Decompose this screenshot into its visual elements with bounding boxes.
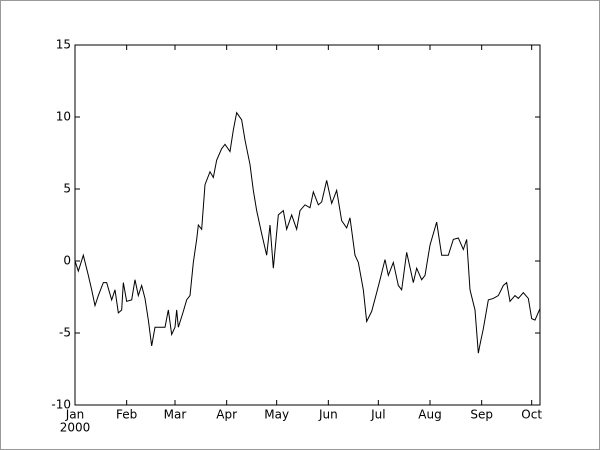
x-tick-label: Jun (318, 408, 338, 422)
x-tick-label: Jul (370, 408, 385, 422)
x-tick-label: Jan (65, 408, 85, 422)
x-tick-label: Feb (116, 408, 137, 422)
y-tick-label: -10 (51, 398, 71, 412)
y-tick-label: -5 (59, 326, 71, 340)
data-line (74, 111, 541, 354)
y-tick-label: 10 (56, 110, 71, 124)
x-year-label: 2000 (60, 421, 91, 435)
y-tick-label: 5 (63, 182, 71, 196)
x-tick-label: Sep (470, 408, 493, 422)
axes-frame (74, 44, 541, 406)
y-tick-label: 0 (63, 254, 71, 268)
x-tick-label: May (264, 408, 289, 422)
x-tick-label: Oct (521, 408, 542, 422)
x-tick-label: Mar (164, 408, 187, 422)
x-tick-label: Apr (216, 408, 237, 422)
x-tick-label: Aug (418, 408, 441, 422)
y-tick-label: 15 (56, 38, 71, 52)
